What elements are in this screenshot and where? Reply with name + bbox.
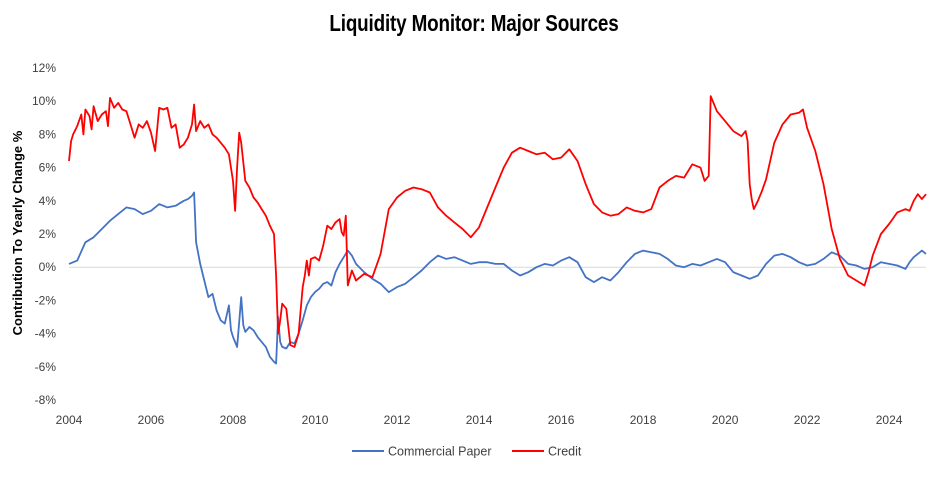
y-tick-label: -2%: [35, 293, 57, 307]
x-tick-label: 2012: [384, 413, 411, 427]
y-tick-label: 6%: [39, 161, 57, 175]
x-tick-label: 2014: [466, 413, 493, 427]
x-tick-label: 2022: [794, 413, 821, 427]
chart-title: Liquidity Monitor: Major Sources: [329, 10, 619, 36]
y-tick-label: -6%: [35, 360, 57, 374]
x-tick-label: 2018: [630, 413, 657, 427]
x-axis-ticks: 2004 2006 2008 2010 2012 2014 2016 2018 2020 2022…: [56, 413, 903, 427]
series-line-commercial-paper: [68, 191, 927, 365]
x-tick-label: 2020: [712, 413, 739, 427]
legend-label: Commercial Paper: [388, 445, 492, 459]
y-axis-label: Contribution To Yearly Change %: [10, 130, 25, 335]
y-tick-label: -4%: [35, 327, 57, 341]
y-tick-label: 8%: [39, 127, 57, 141]
series-line-credit: [68, 95, 927, 348]
x-tick-label: 2008: [220, 413, 247, 427]
y-tick-label: 4%: [39, 194, 57, 208]
x-tick-label: 2016: [548, 413, 575, 427]
y-tick-label: -8%: [35, 393, 57, 407]
y-tick-label: 10%: [32, 94, 56, 108]
y-tick-label: 12%: [32, 61, 56, 75]
legend: Commercial Paper Credit: [352, 445, 582, 459]
y-tick-label: 0%: [39, 260, 57, 274]
x-tick-label: 2024: [876, 413, 903, 427]
x-tick-label: 2010: [302, 413, 329, 427]
x-tick-label: 2004: [56, 413, 83, 427]
y-axis-ticks: 12% 10% 8% 6% 4% 2% 0% -2% -4% -6% -8%: [32, 61, 56, 407]
y-tick-label: 2%: [39, 227, 57, 241]
legend-label: Credit: [548, 445, 582, 459]
x-tick-label: 2006: [138, 413, 165, 427]
series-layer: [68, 95, 927, 365]
